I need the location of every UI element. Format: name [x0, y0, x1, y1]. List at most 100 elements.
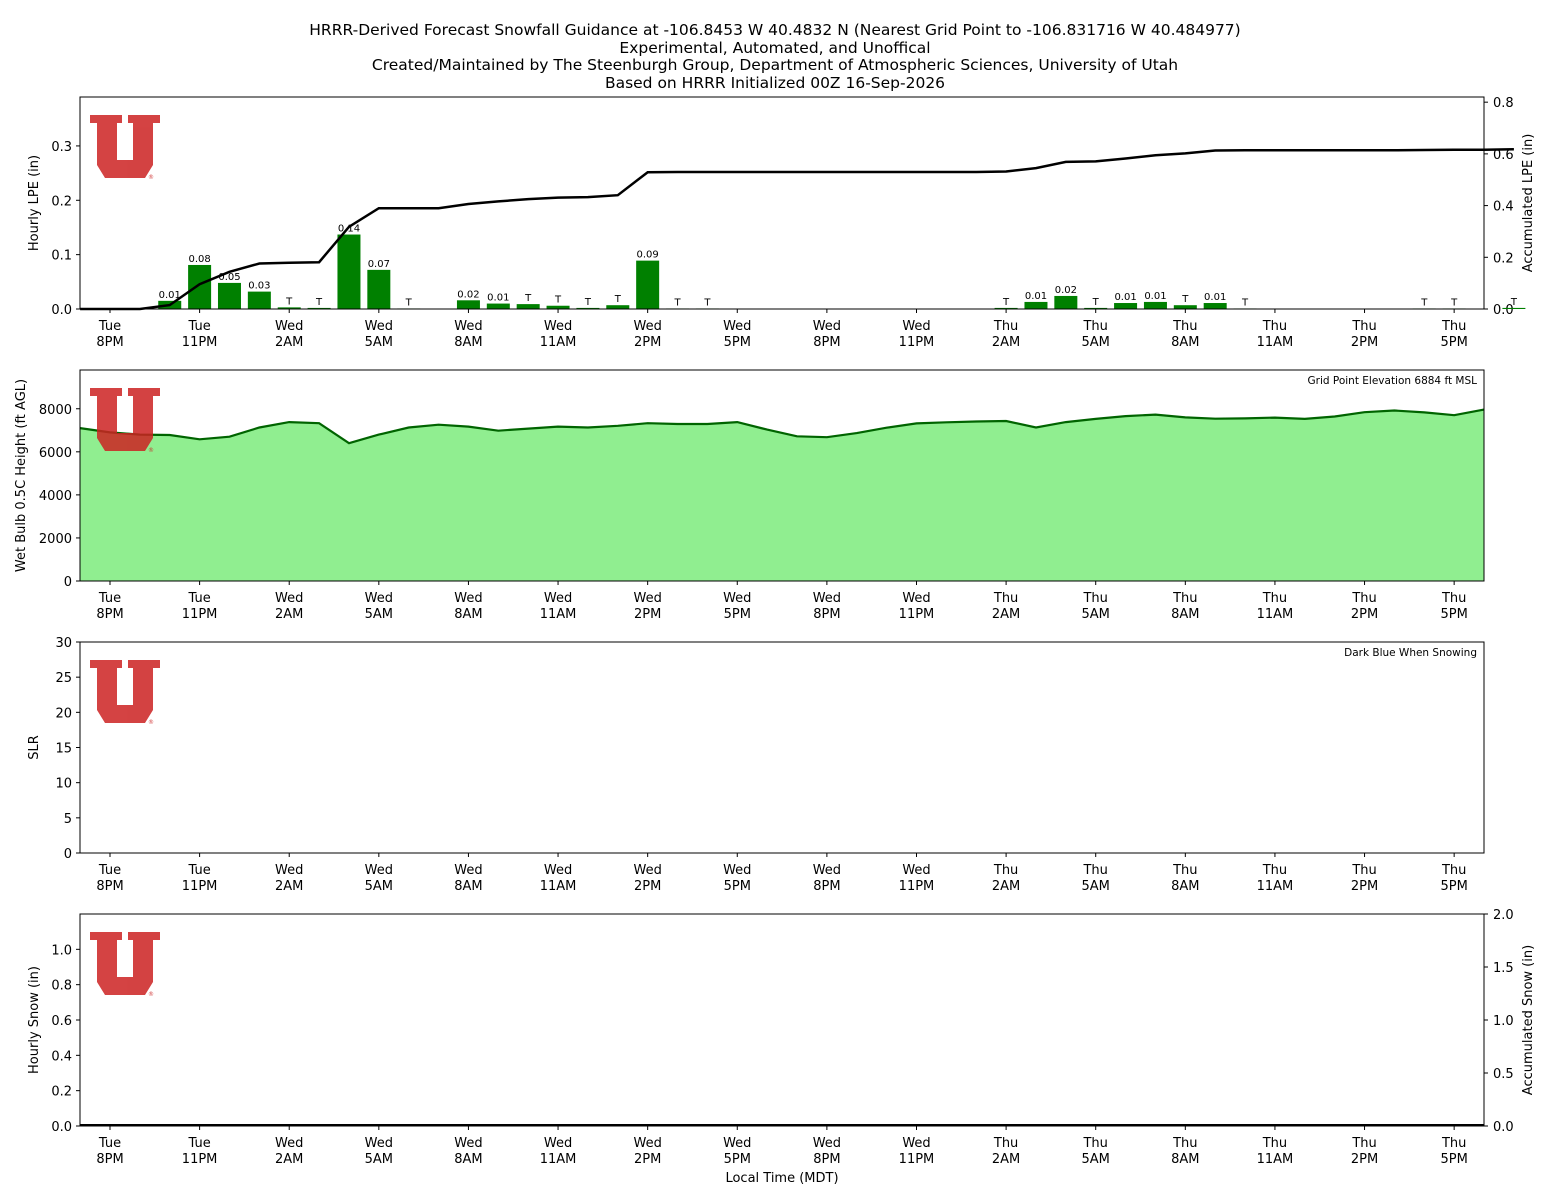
lpe-bar-label: T [1450, 297, 1458, 308]
lpe-bar [307, 307, 331, 309]
y2-tick-label: 0.8 [1493, 96, 1514, 111]
y-tick-label: 0.6 [51, 1014, 72, 1029]
x-tick-label-time: 11AM [1257, 607, 1294, 622]
accumulated-lpe-line [80, 147, 1514, 311]
x-tick-label-time: 11AM [540, 879, 577, 894]
y-tick-label: 6000 [39, 446, 72, 461]
x-tick-label-day: Wed [275, 863, 303, 878]
lpe-bar [217, 282, 241, 309]
x-tick-label-day: Tue [98, 1136, 121, 1151]
y2-tick-label: 1.5 [1493, 961, 1514, 976]
accumulated-lpe-ylabel: Accumulated LPE (in) [1521, 134, 1536, 273]
snowing-color-note: Dark Blue When Snowing [1344, 647, 1477, 659]
x-tick-label-time: 11AM [1257, 879, 1294, 894]
x-tick-label-day: Wed [813, 1136, 841, 1151]
y2-tick-label: 0.0 [1493, 303, 1514, 318]
x-tick-label-day: Thu [993, 319, 1018, 334]
lpe-bar-label: T [584, 297, 592, 308]
y-tick-label: 0.8 [51, 979, 72, 994]
y2-axis-4: 0.0 0.5 1.0 1.5 2.0 [1484, 908, 1514, 1135]
x-tick-label-day: Wed [902, 1136, 930, 1151]
x-tick-label-day: Thu [1262, 591, 1287, 606]
wetbulb-area [80, 409, 1485, 581]
y-tick-label: 5 [64, 812, 72, 827]
x-tick-label-day: Wed [902, 591, 930, 606]
y-tick-label: 10 [55, 777, 72, 792]
logo-u-shape [90, 932, 160, 995]
lpe-bar [1173, 305, 1197, 309]
x-tick-label-time: 11AM [540, 607, 577, 622]
lpe-bar [636, 260, 660, 309]
x-tick-label-time: 2PM [634, 1152, 661, 1167]
x-tick-label-time: 5PM [724, 335, 751, 350]
lpe-bar-label: 0.01 [159, 290, 181, 301]
x-tick-label-time: 2PM [1351, 879, 1378, 894]
x-tick-label-day: Wed [813, 591, 841, 606]
x-axis-3: Tue8PMTue11PMWed2AMWed5AMWed8AMWed11AMWe… [96, 853, 1468, 894]
x-tick-label-time: 2AM [275, 879, 303, 894]
x-tick-label-time: 8PM [96, 607, 123, 622]
lpe-bar-label: T [673, 297, 681, 308]
y-axis-1: 0.0 0.1 0.2 0.3 [51, 140, 80, 318]
y-axis-2: 0 2000 4000 6000 8000 [39, 403, 80, 590]
lpe-bar-label: T [554, 295, 562, 306]
x-tick-label-day: Wed [544, 591, 572, 606]
y-tick-label: 0.2 [51, 1085, 72, 1100]
x-tick-label-time: 8AM [454, 1152, 482, 1167]
lpe-bar-label: 0.07 [368, 259, 390, 270]
x-tick-label-day: Thu [1262, 319, 1287, 334]
slr-ylabel: SLR [27, 735, 42, 760]
y-tick-label: 30 [55, 636, 72, 651]
x-tick-label-day: Wed [365, 319, 393, 334]
lpe-bar-label: T [405, 297, 413, 308]
x-tick-label-time: 5PM [724, 879, 751, 894]
lpe-bar-label: T [1002, 297, 1010, 308]
lpe-bar-label: 0.09 [637, 250, 659, 261]
lpe-bar [486, 303, 510, 309]
lpe-bar-label: T [1510, 297, 1518, 308]
lpe-bar [337, 234, 361, 309]
x-tick-label-time: 8PM [813, 1152, 840, 1167]
logo-u-shape [90, 388, 160, 451]
x-tick-label-time: 2PM [1351, 1152, 1378, 1167]
x-tick-label-day: Wed [365, 863, 393, 878]
y2-tick-label: 0.6 [1493, 148, 1514, 163]
x-tick-label-time: 11PM [899, 1152, 935, 1167]
y-tick-label: 8000 [39, 403, 72, 418]
x-tick-label-day: Tue [98, 319, 121, 334]
lpe-bar [1114, 303, 1138, 309]
x-tick-label-time: 11PM [182, 879, 218, 894]
y2-axis-1: 0.0 0.2 0.4 0.6 0.8 [1484, 96, 1514, 318]
x-tick-label-day: Wed [544, 319, 572, 334]
x-axis-title: Local Time (MDT) [725, 1171, 838, 1186]
x-tick-label-day: Thu [1082, 1136, 1107, 1151]
y2-tick-label: 1.0 [1493, 1014, 1514, 1029]
lpe-bar-label: T [703, 297, 711, 308]
y2-tick-label: 0.2 [1493, 251, 1514, 266]
university-of-utah-logo-3: ® [90, 660, 160, 726]
plot-frame-1 [79, 96, 1485, 310]
y-axis-3: 0 5 10 15 20 25 30 [55, 636, 80, 862]
plot-frame-2 [79, 369, 1485, 582]
x-tick-label-time: 2AM [275, 335, 303, 350]
logo-u-shape [90, 115, 160, 178]
lpe-bar-label: T [1241, 297, 1249, 308]
x-tick-label-time: 5AM [365, 1152, 393, 1167]
x-tick-label-day: Thu [993, 1136, 1018, 1151]
y2-tick-label: 0.4 [1493, 200, 1514, 215]
x-tick-label-day: Thu [1172, 591, 1197, 606]
x-tick-label-day: Wed [633, 1136, 661, 1151]
x-tick-label-day: Wed [723, 591, 751, 606]
x-tick-label-day: Tue [188, 1136, 211, 1151]
figure-titles: HRRR-Derived Forecast Snowfall Guidance … [0, 0, 1550, 92]
logo-registered-mark: ® [148, 991, 154, 998]
lpe-bar-label: T [1420, 297, 1428, 308]
x-tick-label-day: Thu [1351, 591, 1376, 606]
x-tick-label-time: 5AM [365, 879, 393, 894]
x-tick-label-day: Wed [902, 319, 930, 334]
x-tick-label-time: 11AM [1257, 335, 1294, 350]
lpe-bar [576, 307, 600, 309]
y-tick-label: 15 [55, 742, 72, 757]
x-tick-label-time: 5PM [1440, 335, 1467, 350]
